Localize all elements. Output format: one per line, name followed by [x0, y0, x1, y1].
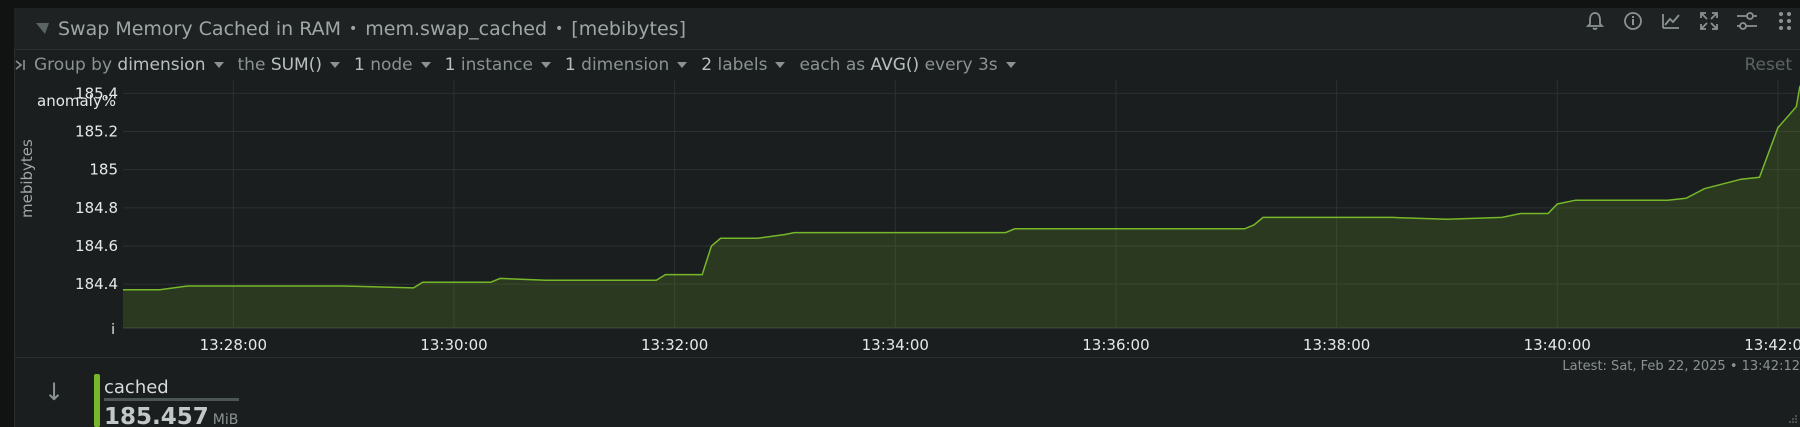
y-tick-label: 185: [89, 161, 118, 179]
aggregation-prefix: the: [237, 55, 266, 75]
labels-dropdown[interactable]: 2 labels: [701, 55, 786, 75]
dimension-name[interactable]: cached: [104, 377, 169, 398]
y-tick-label: 184.8: [75, 199, 118, 217]
instances-dropdown[interactable]: 1 instance: [445, 55, 551, 75]
x-tick-label: 13:42:00: [1744, 336, 1800, 354]
x-tick-label: 13:34:00: [862, 336, 929, 354]
dimension-unit: MiB: [212, 412, 239, 427]
resize-handle-icon[interactable]: [1786, 413, 1798, 425]
y-tick-label: 185.2: [75, 123, 118, 141]
header-separator: •: [555, 20, 564, 37]
x-tick-label: 13:28:00: [200, 336, 267, 354]
dimension-underline: [104, 398, 239, 401]
chevron-down-icon: [213, 62, 224, 68]
fullscreen-icon[interactable]: [1696, 8, 1722, 34]
chevron-down-icon: [420, 62, 431, 68]
info-icon[interactable]: [1620, 8, 1646, 34]
y-tick-label: 184.6: [75, 237, 118, 255]
aggregation-dropdown[interactable]: the SUM(): [238, 55, 340, 75]
chart-title: Swap Memory Cached in RAM: [58, 17, 342, 40]
labels-count: 2: [701, 55, 713, 75]
settings-icon[interactable]: [1734, 8, 1760, 34]
anomaly-label: anomaly%: [37, 92, 116, 110]
collapse-toggle-icon[interactable]: [14, 58, 28, 72]
chart-type-icon[interactable]: [1658, 8, 1684, 34]
chevron-down-icon: [540, 62, 551, 68]
dimensions-dropdown[interactable]: 1 dimension: [564, 55, 688, 75]
sort-arrow-icon[interactable]: ↓: [44, 378, 65, 406]
aggregation-value: SUM(): [270, 55, 322, 75]
reset-button[interactable]: Reset: [1744, 55, 1793, 75]
drag-handle-icon[interactable]: [1772, 8, 1798, 34]
group-by-dropdown[interactable]: Group by dimension: [34, 55, 224, 75]
area-chart[interactable]: 185.4 185.2 185 184.8 184.6 184.4 i 13:28:00 13:…: [0, 80, 1800, 360]
series-line: [123, 85, 1800, 291]
legend-divider: [14, 357, 1800, 358]
anomaly-tick-label: i: [111, 322, 115, 338]
x-tick-label: 13:30:00: [420, 336, 487, 354]
x-tick-label: 13:38:00: [1303, 336, 1370, 354]
nodes-count: 1: [353, 55, 365, 75]
chevron-down-icon: [775, 62, 786, 68]
x-tick-label: 13:32:00: [641, 336, 708, 354]
dimension-color-marker: [94, 374, 100, 427]
group-by-value: dimension: [117, 55, 206, 75]
chevron-down-icon: [677, 62, 688, 68]
y-tick-label: 185.4: [75, 84, 118, 102]
bell-icon[interactable]: [1582, 8, 1608, 34]
each-as-value: AVG(): [870, 55, 920, 75]
chevron-down-icon: [329, 62, 340, 68]
chart-toolbar: Group by dimension the SUM() 1 node 1 in…: [14, 50, 1800, 80]
chart-units: [mebibytes]: [571, 17, 686, 40]
header-separator: •: [349, 20, 358, 37]
dimensions-label: dimension: [581, 55, 670, 75]
dimensions-count: 1: [564, 55, 576, 75]
group-by-prefix: Group by: [34, 55, 113, 75]
y-tick-label: 184.4: [75, 275, 118, 293]
each-as-prefix: each as: [799, 55, 866, 75]
nodes-label: node: [370, 55, 413, 75]
series-area: [123, 85, 1800, 328]
header-actions: [1582, 8, 1798, 34]
chevron-down-icon: [1005, 62, 1016, 68]
dimension-value-wrapper: 185.457 MiB: [104, 404, 238, 427]
instances-label: instance: [460, 55, 533, 75]
time-aggregation-dropdown[interactable]: each as AVG() every 3s: [799, 55, 1016, 75]
chart-header: Swap Memory Cached in RAM • mem.swap_cac…: [14, 8, 1800, 50]
chart-icon: [34, 20, 52, 38]
dimension-value: 185.457: [104, 404, 209, 427]
instances-count: 1: [444, 55, 456, 75]
x-tick-label: 13:36:00: [1082, 336, 1149, 354]
nodes-dropdown[interactable]: 1 node: [354, 55, 431, 75]
every-label: every 3s: [924, 55, 998, 75]
labels-label: labels: [717, 55, 768, 75]
latest-timestamp: Latest: Sat, Feb 22, 2025 • 13:42:12: [1562, 359, 1800, 374]
chart-context: mem.swap_cached: [365, 17, 548, 40]
x-tick-label: 13:40:00: [1524, 336, 1591, 354]
